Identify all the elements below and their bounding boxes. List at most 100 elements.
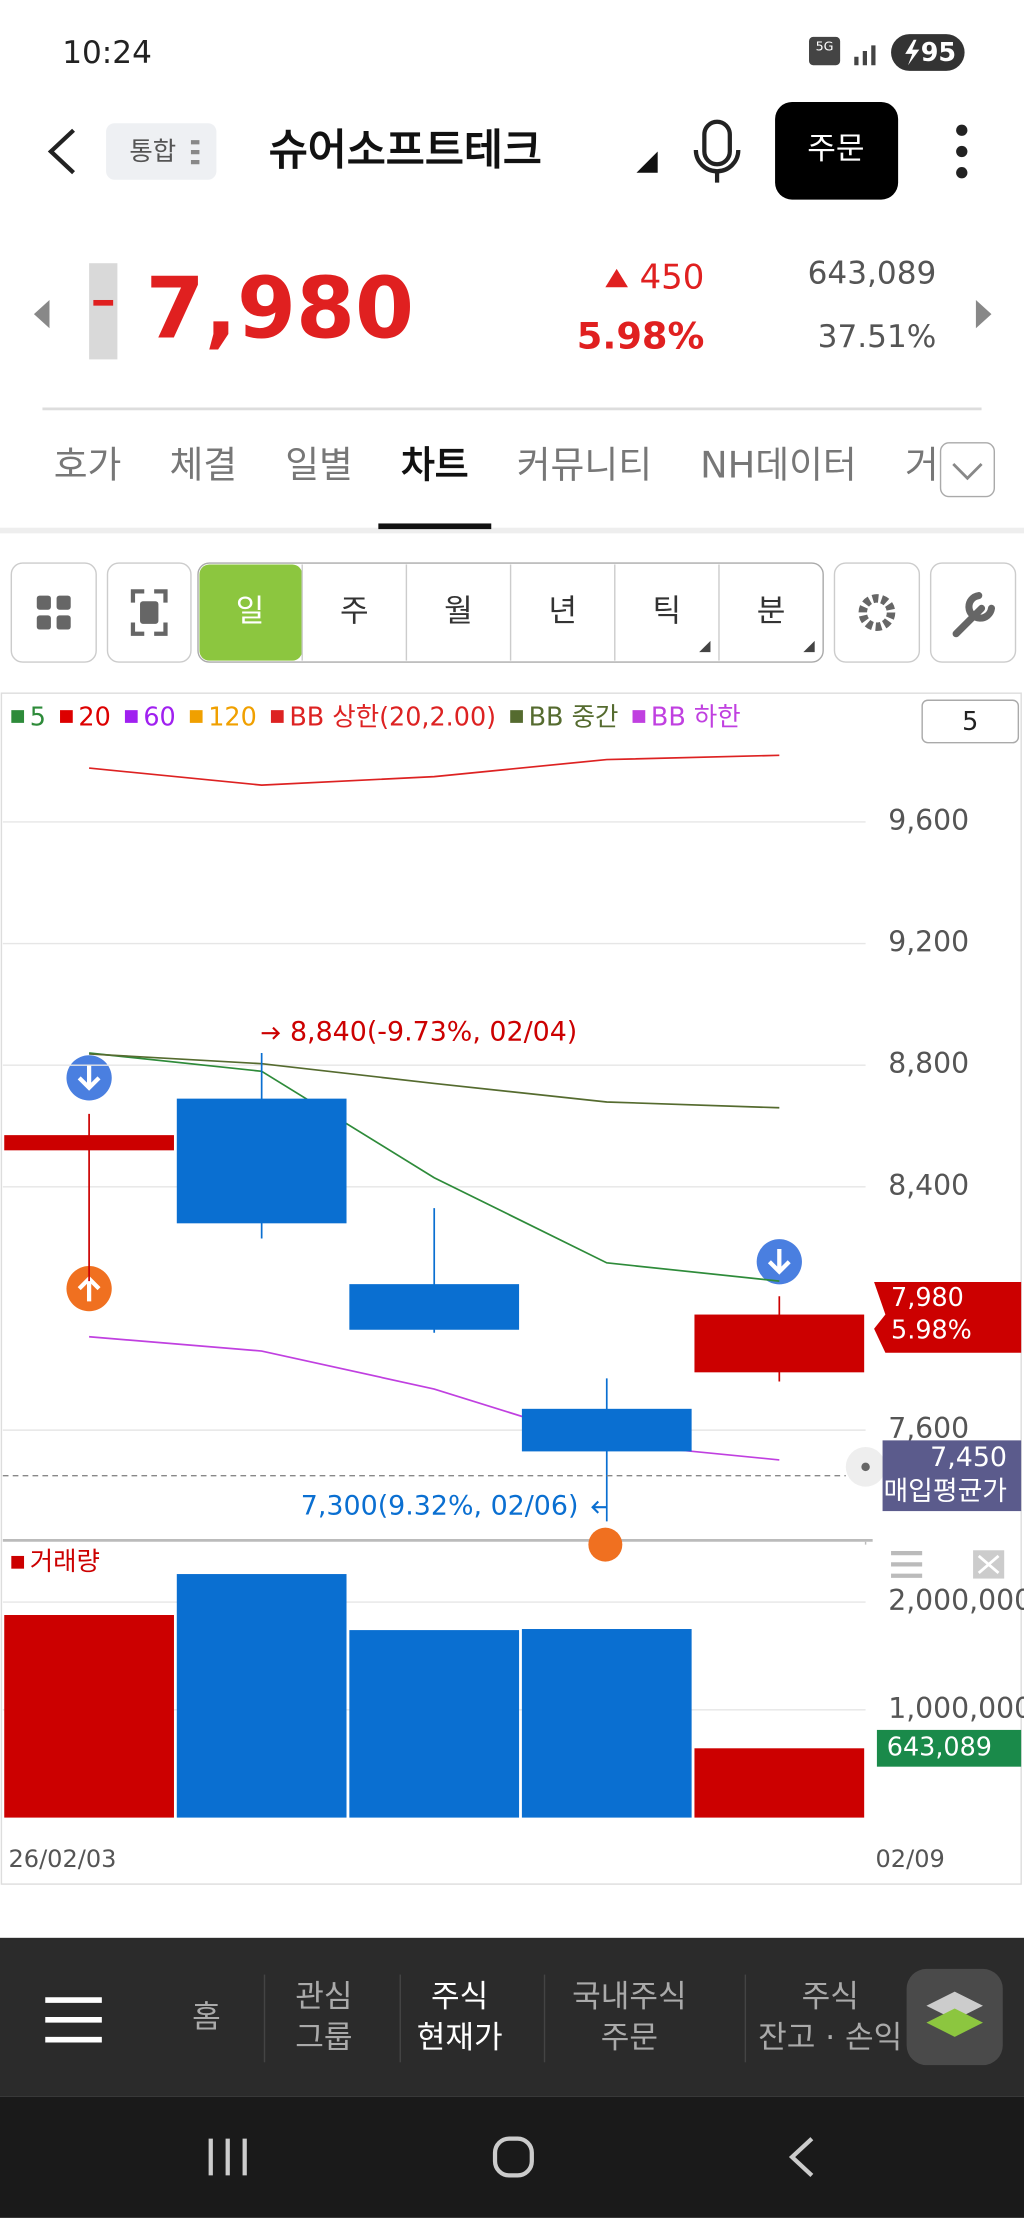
nav-item[interactable]: 국내주식: [572, 1979, 686, 2015]
legend-label: BB 상한(20,2.00): [289, 703, 496, 733]
nav-item[interactable]: 주식: [802, 1979, 859, 2015]
legend-swatch: [60, 710, 73, 723]
layout-icon: [36, 595, 71, 630]
volume-bar: [4, 1615, 174, 1818]
period[interactable]: 틱: [653, 594, 682, 630]
x-tick-label: 26/02/03: [8, 1845, 116, 1873]
period[interactable]: 년: [548, 594, 577, 630]
tab[interactable]: 일별: [285, 443, 353, 486]
volume-legend: 거래량: [30, 1547, 100, 1577]
legend-label: BB 하한: [651, 703, 741, 733]
more-button[interactable]: [956, 124, 968, 179]
tab[interactable]: NH데이터: [700, 443, 857, 486]
next-stock[interactable]: [975, 299, 992, 329]
avg-price-box: [882, 1440, 1022, 1512]
network: 5G: [816, 38, 834, 53]
candle-body: [349, 1284, 520, 1330]
legend-label: 20: [78, 703, 110, 733]
market: 통합: [129, 137, 176, 167]
up-icon: [605, 268, 628, 288]
nav-item[interactable]: 관심: [295, 1979, 352, 2015]
volume-label-box: [876, 1729, 1022, 1767]
candle-body: [176, 1098, 347, 1224]
x-tick-label: 02/09: [876, 1845, 945, 1873]
battery: 95: [921, 38, 956, 68]
y-tick-label: 8,800: [888, 1047, 969, 1080]
tab[interactable]: 차트: [401, 443, 469, 486]
annotation-arrow: [261, 1026, 281, 1040]
nav-item[interactable]: 잔고 · 손익: [758, 2020, 902, 2056]
stock-name[interactable]: 슈어소프트테크: [269, 126, 542, 175]
market-pill[interactable]: [106, 123, 217, 180]
layout-button[interactable]: [10, 562, 97, 663]
legend-swatch: [510, 710, 523, 723]
indicator-line: [89, 754, 780, 786]
volume-bar: [694, 1748, 865, 1818]
period-dropdown: [699, 640, 711, 653]
volume-bar: [521, 1629, 692, 1818]
nav-item[interactable]: 현재가: [417, 2020, 503, 2056]
last-price-box: [874, 1282, 1022, 1353]
panel-menu[interactable]: [891, 1550, 923, 1578]
tab-underline: [378, 523, 492, 530]
annotation: 8,840(-9.73%, 02/04): [290, 1017, 577, 1048]
tab[interactable]: 커뮤니티: [517, 443, 652, 486]
nav-item[interactable]: 홈: [192, 1999, 221, 2035]
volume-tick-label: 1,000,000: [888, 1692, 1024, 1725]
period[interactable]: 분: [757, 594, 786, 630]
nav-item[interactable]: 주식: [431, 1979, 488, 2015]
last-price-label: 7,980: [891, 1283, 964, 1313]
order-button[interactable]: [775, 101, 899, 200]
period[interactable]: 주: [340, 594, 369, 630]
nav-item[interactable]: 그룹: [295, 2020, 352, 2056]
change-rate: 5.98%: [577, 315, 705, 358]
legend-label: 5: [30, 703, 46, 733]
period-box[interactable]: [921, 699, 1020, 744]
period[interactable]: 월: [444, 594, 473, 630]
candle-body: [694, 1314, 865, 1373]
candle-body: [521, 1408, 692, 1452]
tab[interactable]: 체결: [169, 443, 237, 486]
volume: 643,089: [808, 256, 937, 292]
period-active: [199, 564, 303, 661]
panel-close-icon: [977, 1554, 1000, 1574]
tabs-more-icon: [952, 463, 983, 481]
legend-swatch: [189, 710, 203, 723]
y-tick-label: 7,600: [888, 1412, 969, 1445]
price: 7,980: [146, 260, 414, 359]
menu-button[interactable]: [45, 1997, 102, 2043]
period-value: 5: [962, 707, 978, 737]
dropdown-icon[interactable]: [636, 151, 658, 173]
tab[interactable]: 호가: [54, 443, 122, 486]
volume-bar: [349, 1630, 520, 1818]
period[interactable]: 일: [236, 594, 265, 630]
fullscreen-icon-center: [140, 601, 159, 624]
signal-markers: [66, 1055, 886, 1562]
candle-body: [4, 1135, 174, 1151]
signal-icon: [854, 45, 876, 66]
indicator-line: [89, 1053, 780, 1109]
nav-item[interactable]: 주문: [601, 2020, 658, 2056]
avg-price-label: 7,450: [930, 1442, 1007, 1473]
indicator-line: [89, 1052, 780, 1282]
legend-swatch: [270, 710, 284, 723]
legend-label: BB 중간: [529, 703, 619, 733]
y-tick-label: 9,600: [888, 804, 969, 837]
mic-button[interactable]: [693, 119, 741, 183]
settings-button[interactable]: [833, 562, 921, 663]
system-buttons[interactable]: [208, 2136, 814, 2178]
volume-tick-label: 2,000,000: [888, 1584, 1024, 1617]
layers-icon-mid: [926, 2008, 983, 2037]
legend-label: 120: [208, 703, 257, 733]
prev-stock[interactable]: [33, 299, 50, 329]
legend-swatch: [11, 710, 25, 723]
tabs-more[interactable]: [939, 442, 996, 498]
tab[interactable]: 거: [905, 443, 939, 486]
volume-bar: [176, 1574, 347, 1818]
fullscreen-icon: [130, 589, 168, 636]
market-icon: [190, 140, 200, 165]
turnover-rate: 37.51%: [818, 319, 937, 355]
back-button[interactable]: [47, 128, 75, 175]
